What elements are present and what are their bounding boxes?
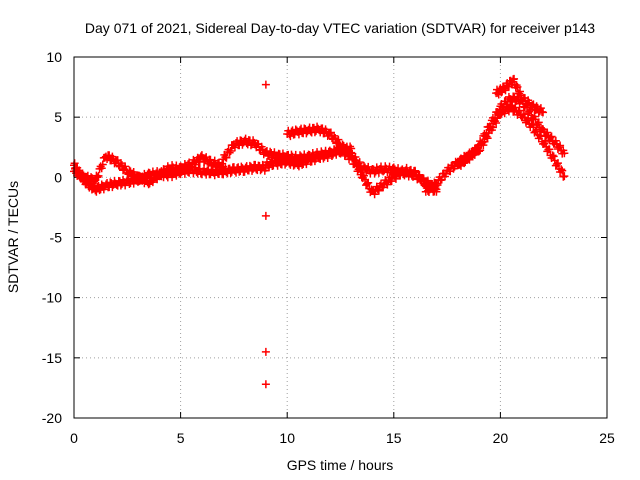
data-point	[498, 103, 507, 112]
data-point	[510, 74, 519, 83]
data-point	[226, 147, 235, 156]
data-point	[532, 102, 541, 111]
data-point	[519, 110, 528, 119]
data-point	[419, 174, 428, 183]
data-point	[513, 82, 522, 91]
data-point	[551, 136, 560, 145]
y-tick-labels: -20 -15 -10 -5 0 5 10	[42, 49, 62, 426]
data-point	[97, 164, 106, 173]
data-point	[355, 158, 364, 167]
data-point	[261, 211, 270, 220]
y-axis-label: SDTVAR / TECUs	[5, 181, 21, 293]
data-point	[536, 104, 545, 113]
y-tick-label: -20	[42, 410, 62, 426]
data-point	[557, 165, 566, 174]
x-tick-label: 25	[599, 430, 615, 446]
data-point	[468, 151, 477, 160]
data-point	[429, 183, 438, 192]
data-point	[261, 380, 270, 389]
data-point	[347, 148, 356, 157]
data-point	[545, 145, 554, 154]
x-tick-labels: 0 5 10 15 20 25	[70, 430, 615, 446]
data-point	[323, 153, 332, 162]
data-point	[486, 122, 495, 131]
data-point	[327, 151, 336, 160]
data-point	[477, 139, 486, 148]
data-point	[534, 118, 543, 127]
data-point	[98, 160, 107, 169]
data-point	[93, 173, 102, 182]
data-point	[553, 159, 562, 168]
data-point	[334, 135, 343, 144]
data-point	[261, 347, 270, 356]
x-tick-label: 10	[279, 430, 295, 446]
data-point	[121, 162, 130, 171]
x-axis-label: GPS time / hours	[287, 457, 394, 473]
plot-frame	[73, 56, 608, 419]
data-point	[121, 181, 130, 190]
y-tick-label: -5	[50, 230, 63, 246]
data-point	[547, 132, 556, 141]
data-point	[428, 184, 437, 193]
data-point	[478, 138, 487, 147]
data-point	[225, 148, 234, 157]
data-point	[342, 143, 351, 152]
y-tick-label: -15	[42, 350, 62, 366]
data-point	[363, 179, 372, 188]
y-tick-label: 0	[54, 169, 62, 185]
data-point	[222, 153, 231, 162]
data-points	[70, 74, 569, 389]
data-point	[539, 125, 548, 134]
x-tick-label: 20	[493, 430, 509, 446]
chart-title: Day 071 of 2021, Sidereal Day-to-day VTE…	[85, 20, 595, 36]
data-point	[482, 129, 491, 138]
data-point	[543, 128, 552, 137]
x-tick-label: 15	[386, 430, 402, 446]
data-point	[144, 180, 153, 189]
data-point	[433, 181, 442, 190]
y-tick-label: -10	[42, 290, 62, 306]
data-point	[460, 159, 469, 168]
data-point	[370, 190, 379, 199]
y-tick-label: 5	[54, 109, 62, 125]
data-point	[549, 152, 558, 161]
data-point	[539, 108, 548, 117]
y-tick-label: 10	[46, 49, 62, 65]
data-point	[465, 155, 474, 164]
data-point	[94, 171, 103, 180]
data-point	[364, 178, 373, 187]
data-point	[560, 172, 569, 181]
data-point	[387, 177, 396, 186]
x-tick-label: 5	[177, 430, 185, 446]
x-tick-label: 0	[70, 430, 78, 446]
data-point	[261, 80, 270, 89]
data-point	[338, 140, 347, 149]
data-point	[359, 161, 368, 170]
data-point	[491, 114, 500, 123]
data-point	[219, 162, 228, 171]
data-point	[556, 141, 565, 150]
data-point	[516, 87, 525, 96]
data-point	[153, 175, 162, 184]
data-point	[494, 110, 503, 119]
data-point	[548, 151, 557, 160]
data-point	[125, 166, 134, 175]
data-point	[560, 149, 569, 158]
data-point	[90, 177, 99, 186]
data-point	[552, 159, 561, 168]
data-point	[436, 176, 445, 185]
data-point	[558, 166, 567, 175]
data-point	[512, 81, 521, 90]
